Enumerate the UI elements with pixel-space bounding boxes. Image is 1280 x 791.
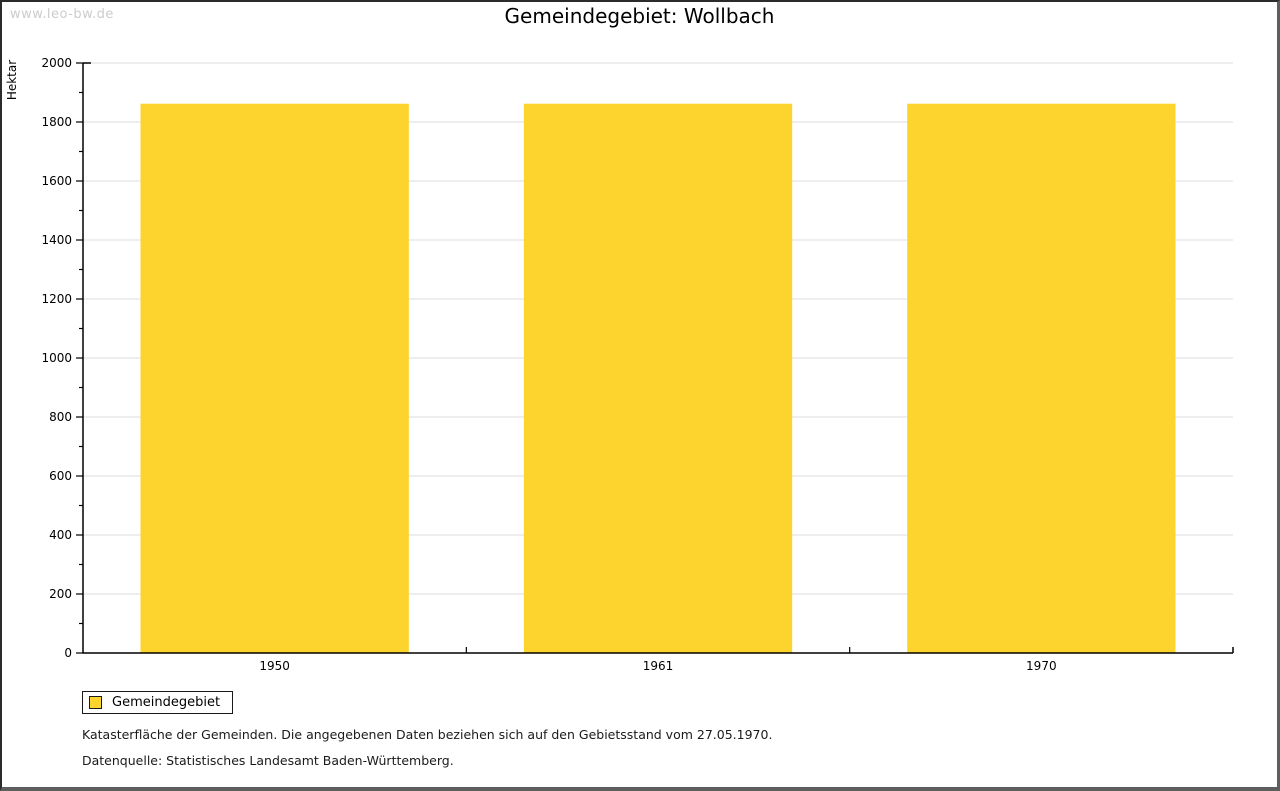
y-tick-label-1000: 1000	[41, 351, 72, 365]
legend-swatch-gemeindegebiet	[89, 696, 102, 709]
bar-1950	[140, 103, 409, 653]
y-tick-label-2000: 2000	[41, 56, 72, 70]
footnote-description: Katasterfläche der Gemeinden. Die angege…	[82, 727, 773, 742]
y-tick-label-400: 400	[49, 528, 72, 542]
y-tick-label-0: 0	[64, 646, 72, 660]
legend-box: Gemeindegebiet	[82, 691, 234, 714]
y-tick-label-1800: 1800	[41, 115, 72, 129]
x-tick-label-1970: 1970	[1026, 659, 1057, 673]
footnote-datasource: Datenquelle: Statistisches Landesamt Bad…	[82, 753, 454, 768]
legend-label: Gemeindegebiet	[112, 695, 221, 710]
x-tick-label-1950: 1950	[259, 659, 290, 673]
x-tick-label-1961: 1961	[643, 659, 674, 673]
y-tick-label-800: 800	[49, 410, 72, 424]
bar-chart: 0 200 400 600 800 1000 1200 1400 1600 1800 2000 195…	[5, 56, 1234, 673]
y-tick-label-200: 200	[49, 587, 72, 601]
bar-1961	[523, 103, 793, 653]
y-tick-label-600: 600	[49, 469, 72, 483]
y-tick-label-1400: 1400	[41, 233, 72, 247]
watermark: www.leo-bw.de	[10, 7, 114, 22]
y-axis-title: Hektar	[5, 60, 19, 100]
y-tick-label-1200: 1200	[41, 292, 72, 306]
bar-1970	[907, 103, 1176, 653]
chart-title: Gemeindegebiet: Wollbach	[504, 4, 775, 28]
y-tick-label-1600: 1600	[41, 174, 72, 188]
